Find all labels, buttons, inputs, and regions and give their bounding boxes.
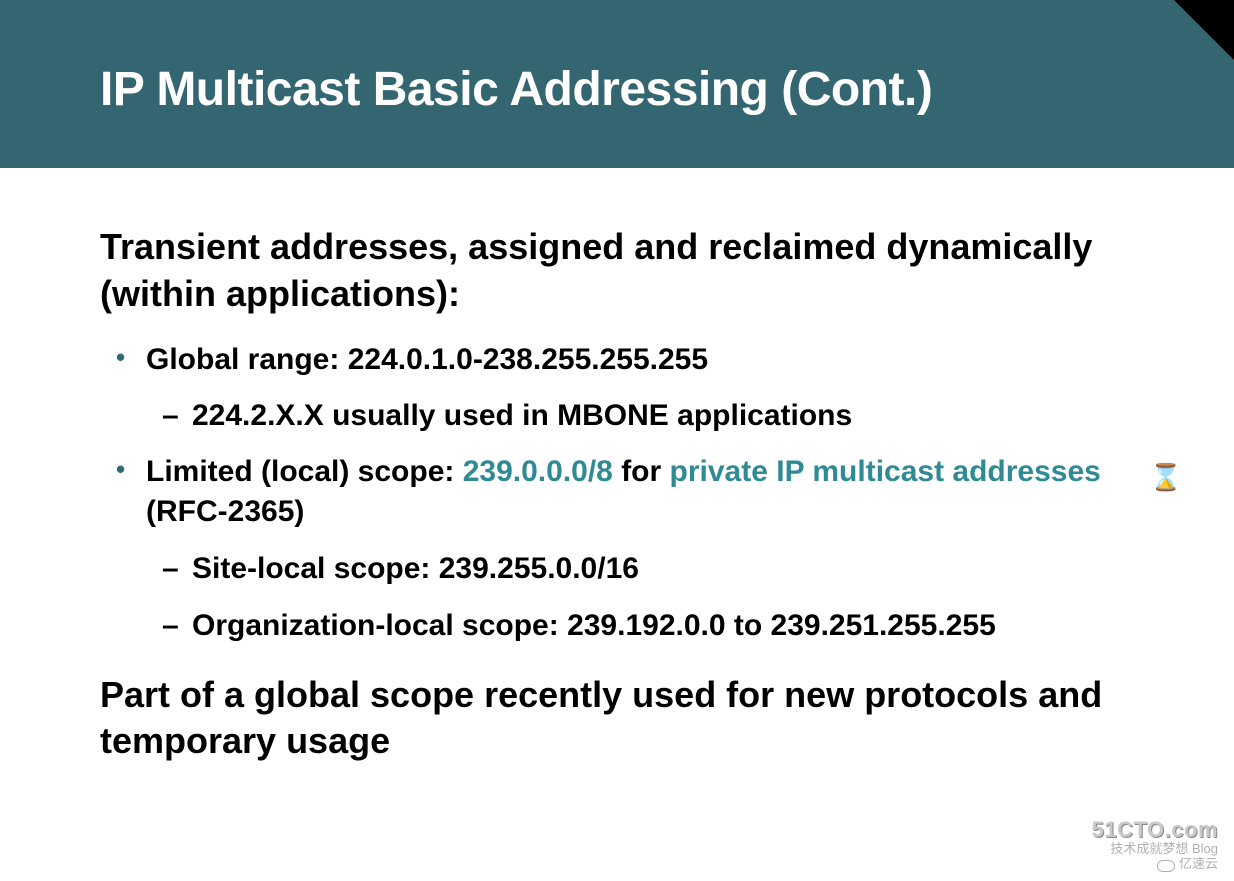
watermark-line1: 51CTO.com — [1092, 818, 1218, 842]
section-heading-2: Part of a global scope recently used for… — [100, 672, 1134, 766]
watermark-line3: 亿速云 — [1092, 857, 1218, 871]
slide-body: Transient addresses, assigned and reclai… — [0, 168, 1234, 765]
watermark-line3-text: 亿速云 — [1179, 857, 1218, 871]
bullet-limited-scope: Limited (local) scope: 239.0.0.0/8 for p… — [146, 452, 1134, 648]
watermark-line2: 技术成就梦想 Blog — [1092, 842, 1218, 856]
bullet-suffix: (RFC-2365) — [146, 495, 304, 528]
hourglass-icon: ⌛ — [1150, 462, 1182, 493]
cloud-icon — [1157, 860, 1175, 872]
slide: IP Multicast Basic Addressing (Cont.) Tr… — [0, 0, 1234, 881]
highlight-private: private IP multicast addresses — [670, 455, 1101, 488]
bullet-value: 224.0.1.0-238.255.255.255 — [348, 343, 708, 376]
sub-site-local: Site-local scope: 239.255.0.0/16 — [192, 547, 1134, 591]
section-heading-1: Transient addresses, assigned and reclai… — [100, 224, 1134, 318]
highlight-cidr: 239.0.0.0/8 — [463, 455, 613, 488]
sub-label: Site-local scope: — [192, 552, 439, 585]
bullet-list: Global range: 224.0.1.0-238.255.255.255 … — [100, 340, 1134, 648]
sub-label: Organization-local scope: — [192, 609, 567, 642]
bullet-label: Global range: — [146, 343, 348, 376]
sub-value: 239.192.0.0 to 239.251.255.255 — [567, 609, 996, 642]
sub-list: 224.2.X.X usually used in MBONE applicat… — [146, 394, 1134, 438]
title-bar: IP Multicast Basic Addressing (Cont.) — [0, 0, 1234, 168]
watermark: 51CTO.com 技术成就梦想 Blog 亿速云 — [1092, 818, 1218, 871]
bullet-mid: for — [613, 455, 670, 488]
sub-mbone: 224.2.X.X usually used in MBONE applicat… — [192, 394, 1134, 438]
bullet-prefix: Limited (local) scope: — [146, 455, 463, 488]
corner-triangle — [1174, 0, 1234, 60]
sub-value: 239.255.0.0/16 — [439, 552, 639, 585]
sub-list: Site-local scope: 239.255.0.0/16 Organiz… — [146, 547, 1134, 648]
bullet-global-range: Global range: 224.0.1.0-238.255.255.255 … — [146, 340, 1134, 438]
sub-org-local: Organization-local scope: 239.192.0.0 to… — [192, 604, 1134, 648]
slide-title: IP Multicast Basic Addressing (Cont.) — [100, 62, 1234, 117]
